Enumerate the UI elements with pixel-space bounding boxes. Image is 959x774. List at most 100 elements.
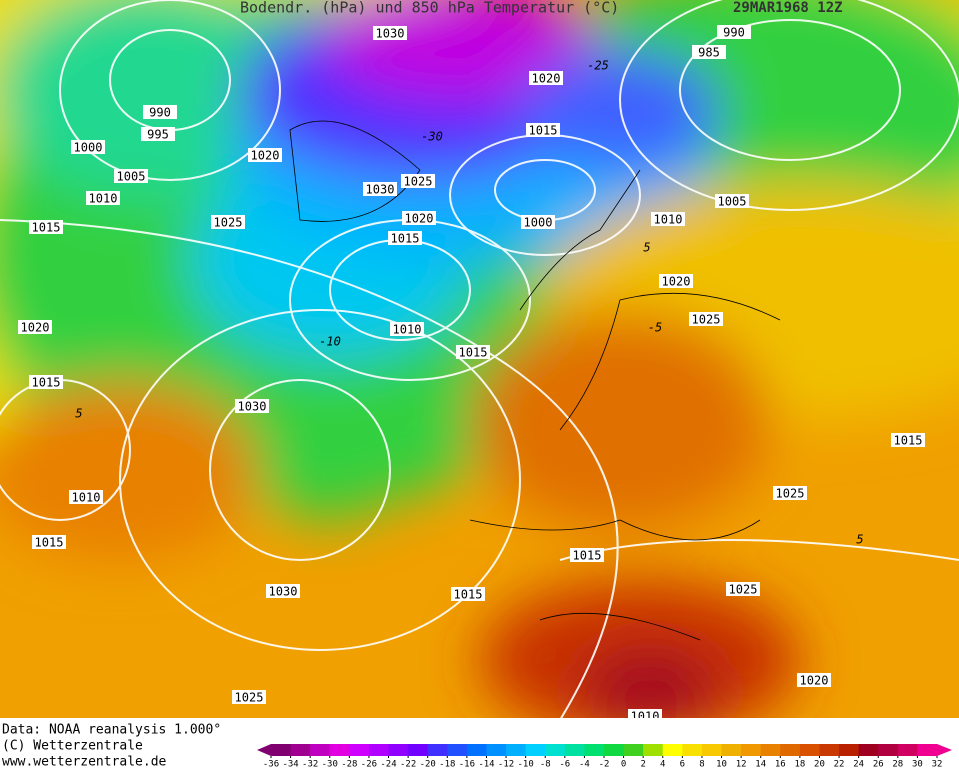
isobar-label: 1020 bbox=[800, 674, 829, 688]
colorbar-tick-label: 32 bbox=[932, 760, 943, 770]
colorbar-tick-label: -20 bbox=[420, 760, 436, 770]
isobar-label-box bbox=[29, 375, 63, 389]
isobar-label-box bbox=[235, 399, 269, 413]
isobar-label-box bbox=[891, 433, 925, 447]
colorbar-tick-label: -14 bbox=[478, 760, 494, 770]
isobar-label-box bbox=[451, 587, 485, 601]
isobar-label-box bbox=[715, 194, 749, 208]
colorbar-tick-label: -18 bbox=[439, 760, 455, 770]
colorbar-arrow-right bbox=[937, 744, 952, 756]
isobar-label-box bbox=[29, 220, 63, 234]
colorbar-swatch bbox=[271, 744, 292, 756]
colorbar-tick-label: 28 bbox=[892, 760, 903, 770]
isobar-label: 1025 bbox=[214, 216, 243, 230]
colorbar-swatch bbox=[564, 744, 585, 756]
colorbar-swatch bbox=[839, 744, 860, 756]
isobar-label: 1030 bbox=[366, 183, 395, 197]
coastlines bbox=[289, 120, 781, 641]
temperature-label: -10 bbox=[319, 335, 341, 349]
isobar-label-box bbox=[726, 582, 760, 596]
colorbar-swatch bbox=[819, 744, 840, 756]
isobar-label-box bbox=[773, 486, 807, 500]
isobar-label: 1020 bbox=[21, 321, 50, 335]
colorbar-swatch bbox=[604, 744, 625, 756]
isobar-label: 1025 bbox=[235, 691, 264, 705]
colorbar-swatch bbox=[525, 744, 546, 756]
colorbar-swatch bbox=[662, 744, 683, 756]
data-source: Data: NOAA reanalysis 1.000° bbox=[2, 723, 221, 738]
map-date: 29MAR1968 12Z bbox=[733, 0, 843, 16]
isobar-label-box bbox=[797, 673, 831, 687]
isobar-label: 990 bbox=[149, 106, 171, 120]
isobar-label: 1000 bbox=[74, 141, 103, 155]
colorbar-swatch bbox=[506, 744, 527, 756]
isobar-label-box bbox=[69, 490, 103, 504]
isobar-label: 985 bbox=[698, 46, 720, 60]
isobar-label: 1025 bbox=[692, 313, 721, 327]
isobar-label: 1015 bbox=[32, 221, 61, 235]
colorbar-tick-label: 2 bbox=[640, 760, 645, 770]
colorbar-tick-label: -16 bbox=[459, 760, 475, 770]
colorbar-tick-label: 14 bbox=[755, 760, 766, 770]
colorbar-tick-label: -28 bbox=[341, 760, 357, 770]
isobar-label-box bbox=[363, 182, 397, 196]
isobar-label: 1005 bbox=[117, 170, 146, 184]
isobar-label-box bbox=[390, 322, 424, 336]
colorbar-tick-label: 12 bbox=[736, 760, 747, 770]
isobar-label-box bbox=[141, 127, 175, 141]
colorbar-swatch bbox=[643, 744, 664, 756]
colorbar-tick-label: 16 bbox=[775, 760, 786, 770]
colorbar-tick-label: -2 bbox=[599, 760, 610, 770]
colorbar-tick-label: 4 bbox=[660, 760, 665, 770]
temperature-label: -5 bbox=[648, 321, 662, 335]
isobar-label-box bbox=[373, 26, 407, 40]
colorbar-tick-label: -34 bbox=[282, 760, 298, 770]
colorbar-tick-label: -4 bbox=[579, 760, 590, 770]
colorbar-swatch bbox=[427, 744, 448, 756]
colorbar-tick-label: -36 bbox=[263, 760, 279, 770]
colorbar-swatch bbox=[897, 744, 918, 756]
colorbar-tick-label: -30 bbox=[322, 760, 338, 770]
colorbar-tick-label: 8 bbox=[699, 760, 704, 770]
isobar-label-box bbox=[388, 231, 422, 245]
isobar-label-box bbox=[692, 45, 726, 59]
isobar-label: 1015 bbox=[391, 232, 420, 246]
isobar-label: 1010 bbox=[393, 323, 422, 337]
colorbar-tick-label: -32 bbox=[302, 760, 318, 770]
isobar-label: 1020 bbox=[251, 149, 280, 163]
temperature-label: -25 bbox=[587, 59, 609, 73]
isobar-label: 1015 bbox=[35, 536, 64, 550]
isobar-label: 1025 bbox=[776, 487, 805, 501]
colorbar-swatch bbox=[721, 744, 742, 756]
colorbar-swatch bbox=[799, 744, 820, 756]
colorbar-swatch bbox=[388, 744, 409, 756]
colorbar-swatch bbox=[290, 744, 311, 756]
isobar-label: 1015 bbox=[573, 549, 602, 563]
isobar-label: 1000 bbox=[524, 216, 553, 230]
isobar-label-box bbox=[18, 320, 52, 334]
isobar-label-box bbox=[401, 174, 435, 188]
colorbar-swatch bbox=[623, 744, 644, 756]
isobar-label-box bbox=[266, 584, 300, 598]
isobar-label-box bbox=[689, 312, 723, 326]
website: www.wetterzentrale.de bbox=[2, 755, 167, 770]
colorbar-swatch bbox=[780, 744, 801, 756]
colorbar: -36 -34 -32 -30 -28 -26 -24 -22 -20 -18 -16 -14 -12-… bbox=[257, 744, 952, 770]
colorbar-arrow-left bbox=[257, 744, 271, 756]
temperature-field: 1030 990985102099099510001020101510051030… bbox=[0, 0, 959, 724]
temperature-label: -30 bbox=[421, 130, 443, 144]
colorbar-swatch bbox=[760, 744, 781, 756]
isobar-label: 1030 bbox=[238, 400, 267, 414]
temperature-label: 5 bbox=[75, 407, 82, 421]
isobar-label: 1010 bbox=[631, 710, 660, 724]
temperature-label: 5 bbox=[856, 533, 863, 547]
isobar-label: 1020 bbox=[405, 212, 434, 226]
colorbar-swatch bbox=[584, 744, 605, 756]
isobar-label-box bbox=[521, 215, 555, 229]
colorbar-tick-label: 18 bbox=[794, 760, 805, 770]
isobar-label: 1005 bbox=[718, 195, 747, 209]
isobar-label-box bbox=[143, 105, 177, 119]
colorbar-tick-label: 22 bbox=[834, 760, 845, 770]
colorbar-tick-label: -10 bbox=[518, 760, 534, 770]
isobar-label-box bbox=[232, 690, 266, 704]
